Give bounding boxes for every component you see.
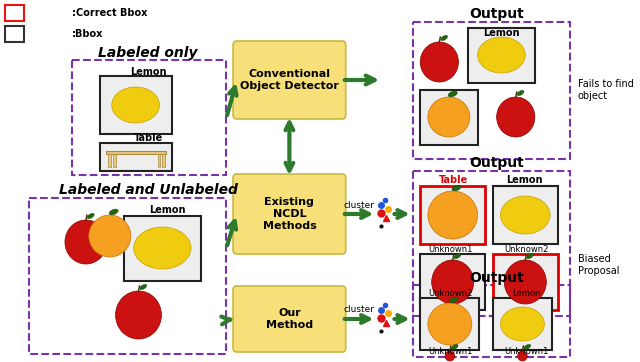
FancyBboxPatch shape [233,286,346,352]
Bar [157,154,161,168]
Text: Output: Output [469,271,524,285]
Text: Our
Method: Our Method [266,308,313,330]
Ellipse shape [500,307,545,341]
Text: Lemon: Lemon [130,67,166,77]
Circle shape [518,351,527,361]
Bar [493,298,552,350]
Circle shape [445,351,454,361]
Text: cluster: cluster [344,306,374,315]
Ellipse shape [477,37,525,73]
Ellipse shape [500,196,550,234]
Ellipse shape [441,35,447,41]
Bar [493,254,558,310]
Ellipse shape [452,185,461,191]
Bar [100,76,172,134]
Bar [420,254,485,310]
Bar [124,216,200,281]
Circle shape [420,42,458,82]
Ellipse shape [451,344,458,350]
Bar [493,186,558,244]
Bar [413,285,570,357]
Bar [106,151,166,154]
Bar [413,171,570,316]
Bar [413,22,570,159]
Text: Unknown1: Unknown1 [429,346,473,355]
Ellipse shape [134,227,191,269]
Ellipse shape [517,90,524,96]
Text: Unknown1: Unknown1 [504,346,548,355]
Bar [4,5,24,21]
Text: Labeled and Unlabeled: Labeled and Unlabeled [59,183,237,197]
Text: Biased
Proposal: Biased Proposal [578,254,620,276]
Bar [100,143,172,171]
Ellipse shape [89,215,131,257]
Ellipse shape [87,213,94,219]
Bar [163,154,165,168]
Text: Lemon: Lemon [506,175,543,185]
Ellipse shape [428,303,472,345]
Text: Output: Output [469,7,524,21]
Bar [29,198,227,354]
Text: Table: Table [133,133,163,143]
Text: Lemon: Lemon [149,205,186,215]
Bar [468,28,535,83]
FancyBboxPatch shape [233,174,346,254]
Bar [420,186,485,244]
Bar [4,26,24,42]
Text: Unknown2: Unknown2 [429,289,473,298]
Bar [420,90,477,145]
Bar [108,154,111,168]
Text: Conventional
Object Detector: Conventional Object Detector [240,69,339,91]
Text: Table: Table [439,175,468,185]
Ellipse shape [140,285,147,290]
Text: cluster: cluster [344,201,374,210]
Bar [420,298,479,350]
Circle shape [116,291,161,339]
Bar [420,354,479,361]
Text: Unknown2: Unknown2 [504,244,548,253]
Ellipse shape [454,253,461,258]
FancyBboxPatch shape [233,41,346,119]
Text: :Correct Bbox: :Correct Bbox [72,8,147,18]
Ellipse shape [109,209,118,215]
Text: Labeled only: Labeled only [99,46,198,60]
Ellipse shape [112,87,159,123]
Text: Existing
NCDL
Methods: Existing NCDL Methods [262,197,316,231]
Text: Lemon: Lemon [512,289,540,298]
Text: :Bbox: :Bbox [72,29,103,39]
Circle shape [504,260,547,304]
Circle shape [497,97,535,137]
Circle shape [65,220,107,264]
Text: Lemon: Lemon [483,28,520,38]
Ellipse shape [428,97,470,137]
Ellipse shape [524,344,531,350]
Text: Fails to find
object: Fails to find object [578,79,634,101]
Ellipse shape [449,297,458,303]
Text: Output: Output [469,156,524,170]
Circle shape [432,260,474,304]
Ellipse shape [448,91,457,97]
Bar [113,154,116,168]
Text: Unknown1: Unknown1 [429,244,473,253]
Ellipse shape [428,191,477,239]
Bar [72,60,227,175]
Ellipse shape [527,253,534,258]
